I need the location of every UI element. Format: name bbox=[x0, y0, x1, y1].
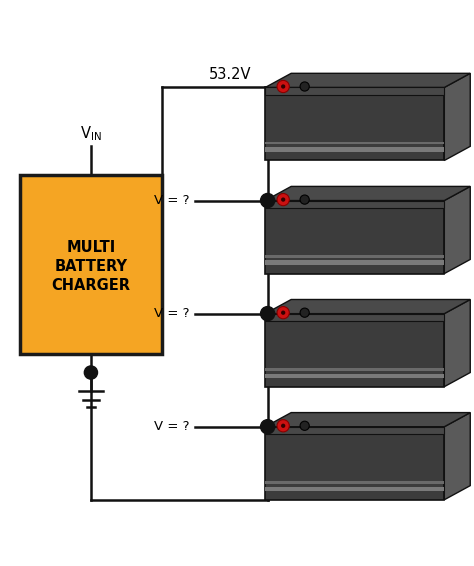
Bar bbox=[265, 314, 444, 321]
Polygon shape bbox=[265, 74, 470, 87]
Text: V = ?: V = ? bbox=[155, 194, 190, 207]
Polygon shape bbox=[265, 299, 470, 314]
Circle shape bbox=[300, 82, 309, 91]
Circle shape bbox=[277, 307, 289, 319]
Bar bbox=[265, 87, 444, 95]
Bar bbox=[265, 427, 444, 434]
Circle shape bbox=[277, 80, 289, 93]
Polygon shape bbox=[444, 299, 470, 387]
Circle shape bbox=[300, 195, 309, 204]
Circle shape bbox=[281, 311, 285, 315]
Circle shape bbox=[261, 419, 275, 434]
Polygon shape bbox=[265, 186, 470, 200]
Circle shape bbox=[281, 423, 285, 428]
Bar bbox=[20, 175, 162, 354]
Bar bbox=[265, 147, 444, 152]
Text: 53.2V: 53.2V bbox=[209, 67, 251, 82]
Bar bbox=[265, 374, 444, 378]
Circle shape bbox=[261, 194, 275, 208]
Circle shape bbox=[84, 366, 98, 379]
Polygon shape bbox=[444, 413, 470, 500]
Circle shape bbox=[261, 307, 275, 321]
Text: V = ?: V = ? bbox=[155, 420, 190, 433]
Polygon shape bbox=[444, 186, 470, 273]
Circle shape bbox=[277, 419, 289, 432]
Bar bbox=[265, 200, 444, 208]
Text: CHARGER: CHARGER bbox=[51, 278, 130, 293]
Polygon shape bbox=[265, 413, 470, 427]
Circle shape bbox=[281, 84, 285, 89]
Bar bbox=[265, 142, 444, 144]
Text: BATTERY: BATTERY bbox=[55, 259, 128, 274]
Bar bbox=[265, 200, 444, 273]
Circle shape bbox=[277, 194, 289, 205]
Bar bbox=[265, 255, 444, 258]
Bar bbox=[265, 487, 444, 491]
Bar bbox=[265, 368, 444, 371]
Text: MULTI: MULTI bbox=[66, 240, 116, 255]
Circle shape bbox=[281, 198, 285, 201]
Bar bbox=[265, 427, 444, 500]
Circle shape bbox=[300, 421, 309, 430]
Polygon shape bbox=[444, 74, 470, 161]
Bar bbox=[265, 260, 444, 265]
Bar bbox=[265, 314, 444, 387]
Bar bbox=[265, 481, 444, 484]
Circle shape bbox=[300, 308, 309, 318]
Text: V = ?: V = ? bbox=[155, 307, 190, 320]
Text: V$_{\mathregular{IN}}$: V$_{\mathregular{IN}}$ bbox=[80, 124, 102, 143]
Bar bbox=[265, 87, 444, 161]
